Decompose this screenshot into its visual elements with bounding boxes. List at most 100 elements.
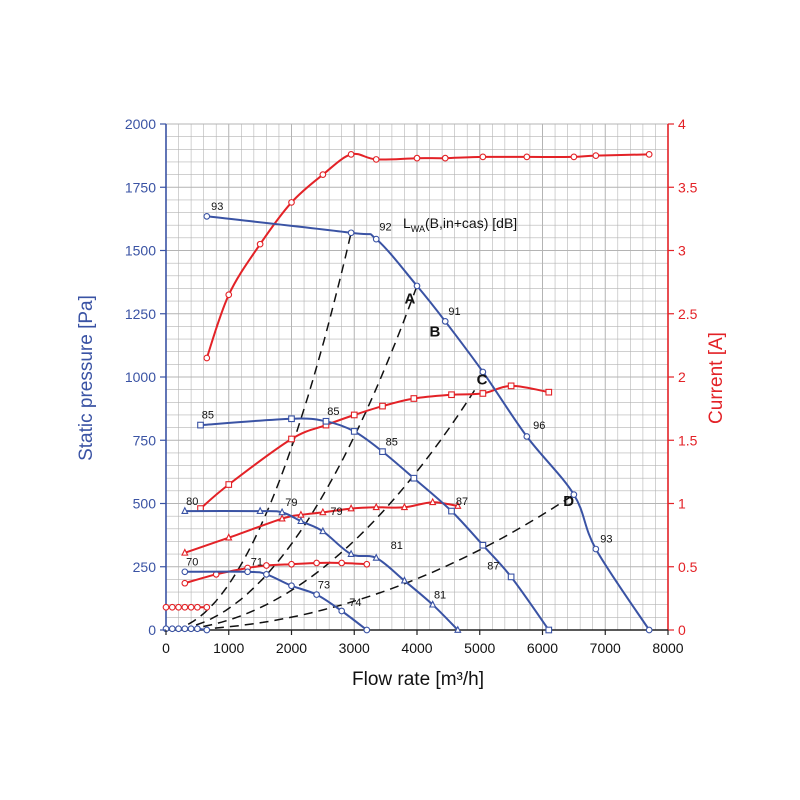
y-right-tick-label: 0.5	[678, 559, 698, 575]
system-curve-line	[203, 386, 478, 628]
data-point	[278, 507, 286, 516]
system-curve-line	[195, 285, 418, 626]
data-point	[479, 390, 487, 397]
data-point	[379, 448, 386, 455]
data-point	[297, 516, 305, 525]
data-point	[592, 545, 600, 553]
y-right-tick-label: 2	[678, 369, 686, 385]
data-point	[288, 435, 295, 443]
system-curve-letter-b: B	[430, 324, 441, 341]
current-curve-line	[184, 561, 367, 585]
axis-ticks: 0 250 500 750 1000 1250 1500 1750 2000 0 0.5 1 1.5 2 2…	[125, 116, 698, 656]
noise-level-label: 79	[330, 506, 342, 518]
y-left-tick-label: 750	[133, 432, 157, 448]
data-point	[168, 603, 176, 611]
data-point	[347, 504, 355, 512]
data-point	[410, 474, 418, 482]
data-point	[319, 171, 327, 178]
data-point	[225, 533, 233, 541]
data-point	[372, 156, 380, 163]
data-point	[203, 354, 211, 362]
y-axis-right-title: Current [A]	[706, 332, 727, 424]
noise-level-label: 85	[386, 436, 398, 448]
data-point	[263, 570, 270, 578]
data-point	[592, 152, 600, 159]
data-point	[313, 559, 320, 567]
y-left-tick-label: 1500	[125, 243, 156, 259]
data-point	[523, 433, 531, 440]
data-point	[288, 560, 295, 568]
current-curve-5	[162, 603, 211, 611]
data-point	[545, 388, 553, 396]
data-point	[454, 625, 462, 633]
data-point	[379, 402, 386, 410]
y-left-tick-label: 250	[133, 559, 157, 575]
data-point	[181, 579, 189, 587]
noise-level-label: 87	[456, 496, 468, 508]
noise-level-label: 79	[285, 497, 297, 509]
system-curves	[187, 232, 575, 629]
annotations: 93 92 91 96 93 85 85 85 87 87 80 79 79 81 81 70 71 73 74 AB…	[186, 201, 612, 609]
x-tick-label: 1000	[213, 640, 244, 656]
system-curve-d	[214, 493, 575, 629]
y-axis-left-title: Static pressure [Pa]	[76, 295, 97, 461]
data-point	[347, 229, 355, 237]
data-point	[523, 153, 531, 161]
x-tick-label: 4000	[401, 640, 432, 656]
current-curve-1	[203, 151, 653, 362]
data-point	[372, 235, 380, 243]
y-right-tick-label: 1.5	[678, 432, 698, 448]
current-curve-line	[184, 501, 458, 554]
noise-level-label: 93	[211, 201, 223, 213]
data-point	[175, 603, 182, 611]
system-curve-letter-d: D	[563, 493, 574, 510]
y-right-tick-label: 4	[678, 116, 686, 132]
data-point	[350, 428, 358, 435]
noise-level-label: 71	[251, 556, 263, 568]
data-point	[225, 291, 233, 299]
data-point	[187, 603, 195, 611]
pressure-curve-line	[184, 570, 368, 631]
pressure-curve-line	[206, 215, 651, 631]
data-point	[545, 626, 553, 634]
noise-level-label: 81	[434, 589, 446, 601]
noise-level-label: 80	[186, 496, 198, 508]
data-point	[338, 559, 346, 567]
data-point	[441, 154, 449, 162]
data-point	[288, 415, 295, 423]
x-axis-title: Flow rate [m³/h]	[352, 669, 484, 690]
x-tick-label: 5000	[464, 640, 495, 656]
x-tick-label: 3000	[339, 640, 370, 656]
data-point	[168, 625, 176, 633]
data-point	[410, 395, 418, 402]
y-left-tick-label: 0	[148, 622, 156, 638]
x-tick-label: 0	[162, 640, 170, 656]
data-point	[479, 541, 487, 549]
current-curve-line	[205, 152, 650, 359]
noise-level-label: 85	[202, 410, 214, 422]
lwa-label: LWA(B,in+cas) [dB]	[403, 215, 517, 234]
data-point	[570, 153, 578, 161]
data-point	[454, 501, 462, 509]
noise-level-label: 70	[186, 556, 198, 568]
noise-level-label: 87	[487, 560, 499, 572]
y-left-tick-label: 1750	[125, 179, 156, 195]
data-point	[203, 212, 211, 220]
data-point	[400, 502, 409, 511]
data-point	[322, 417, 330, 425]
data-point	[181, 506, 189, 514]
data-point	[297, 510, 305, 518]
pressure-curve-2	[197, 415, 553, 634]
noise-level-label: 85	[327, 406, 339, 418]
data-point	[288, 582, 295, 590]
y-right-tick-label: 3.5	[678, 179, 698, 195]
data-point	[256, 240, 264, 248]
noise-level-label: 93	[600, 534, 612, 546]
data-point	[400, 576, 409, 584]
data-point	[350, 411, 358, 419]
y-right-tick-label: 0	[678, 622, 686, 638]
noise-level-label: 92	[379, 221, 391, 233]
y-right-tick-label: 2.5	[678, 306, 698, 322]
noise-level-label: 74	[349, 597, 361, 609]
system-curve-letter-a: A	[404, 291, 415, 308]
